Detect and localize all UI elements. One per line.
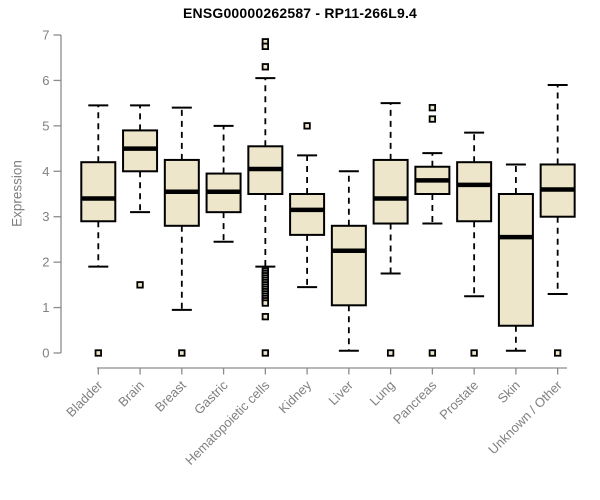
boxplot-breast bbox=[163, 106, 200, 357]
outlier-point bbox=[261, 299, 269, 307]
boxplot-brain bbox=[122, 104, 159, 289]
iqr-box bbox=[497, 193, 534, 327]
outlier-point bbox=[554, 349, 562, 357]
boxplot-unknown-other bbox=[539, 83, 576, 357]
x-tick-label-skin: Skin bbox=[495, 378, 523, 406]
outlier-point bbox=[136, 281, 144, 289]
x-tick-label-prostate: Prostate bbox=[436, 378, 481, 423]
outlier-point bbox=[94, 349, 102, 357]
boxplot-pancreas bbox=[414, 104, 451, 357]
outlier-point bbox=[261, 42, 269, 51]
outlier-point bbox=[428, 115, 437, 123]
y-tick-label-4: 4 bbox=[42, 164, 49, 179]
boxplot-gastric bbox=[205, 124, 242, 243]
iqr-box bbox=[80, 161, 117, 223]
x-tick-label-gastric: Gastric bbox=[191, 377, 231, 417]
outlier-point bbox=[428, 104, 437, 112]
outlier-point bbox=[261, 349, 269, 357]
x-tick-label-kidney: Kidney bbox=[276, 377, 315, 416]
y-axis-label: Expression bbox=[9, 160, 25, 227]
outlier-point bbox=[261, 313, 269, 321]
boxplot-bladder bbox=[80, 104, 117, 357]
y-tick-label-2: 2 bbox=[42, 255, 49, 270]
y-tick-label-1: 1 bbox=[42, 300, 49, 315]
x-tick-label-bladder: Bladder bbox=[63, 377, 106, 420]
outlier-point bbox=[428, 349, 437, 357]
outlier-point bbox=[470, 349, 478, 357]
boxplot-hematopoietic-cells bbox=[247, 38, 284, 357]
x-tick-label-pancreas: Pancreas bbox=[390, 377, 440, 427]
y-axis: 0 1 2 3 4 5 6 7 bbox=[42, 28, 62, 361]
y-tick-label-3: 3 bbox=[42, 209, 49, 224]
boxplot-skin bbox=[497, 163, 534, 352]
chart-title: ENSG00000262587 - RP11-266L9.4 bbox=[182, 5, 418, 21]
y-tick-label-5: 5 bbox=[42, 118, 49, 133]
boxplot-prostate bbox=[456, 131, 493, 357]
x-tick-label-unknown-other: Unknown / Other bbox=[485, 377, 565, 457]
iqr-box bbox=[122, 129, 159, 173]
boxplot-kidney bbox=[289, 122, 326, 289]
iqr-box bbox=[372, 158, 409, 225]
y-tick-label-7: 7 bbox=[42, 28, 49, 43]
iqr-box bbox=[456, 161, 493, 223]
x-tick-label-brain: Brain bbox=[115, 378, 147, 410]
boxplot-lung bbox=[372, 102, 409, 357]
outlier-point bbox=[386, 349, 395, 357]
outlier-point bbox=[303, 122, 311, 130]
x-tick-label-lung: Lung bbox=[367, 378, 398, 409]
outlier-point bbox=[178, 349, 186, 357]
y-tick-label-6: 6 bbox=[42, 73, 49, 88]
x-tick-label-liver: Liver bbox=[325, 377, 356, 408]
iqr-box bbox=[330, 224, 367, 307]
x-tick-label-breast: Breast bbox=[152, 377, 189, 414]
y-tick-label-0: 0 bbox=[42, 346, 49, 361]
outlier-point bbox=[261, 63, 269, 71]
iqr-box bbox=[289, 193, 326, 236]
boxplot-liver bbox=[330, 170, 367, 352]
